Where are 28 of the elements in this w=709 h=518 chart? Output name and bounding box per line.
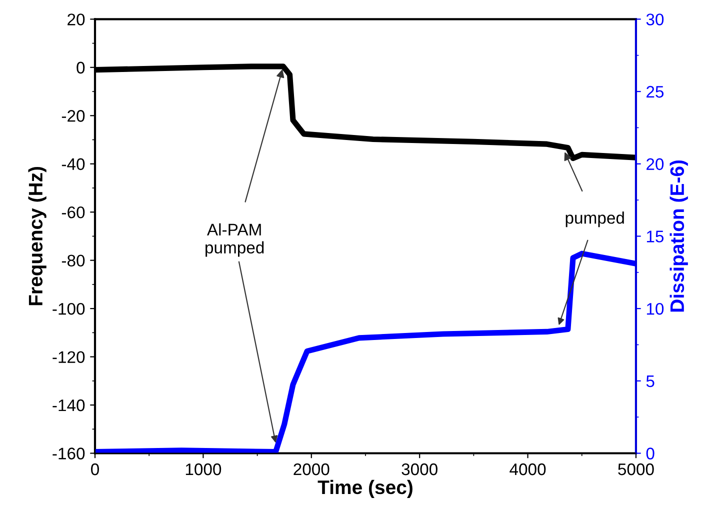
y-tick-label: -40 [62,158,85,170]
y-tick-label: -100 [52,302,85,315]
y-tick-label: -80 [62,254,85,267]
y2-tick-label: 5 [646,375,654,388]
x-tick-label: 0 [91,463,99,476]
y-tick-label: -140 [52,399,85,412]
y2-tick-label: 15 [646,230,664,242]
y2-axis-title: Dissipation (E-6) [670,160,688,312]
y-tick-label: -20 [62,110,85,122]
x-tick-label: 5000 [618,463,654,476]
y-tick-label: -120 [52,351,85,363]
y2-tick-label: 0 [646,448,654,460]
annotation: Al-PAM pumped [206,223,264,257]
y-tick-label: -160 [52,448,85,460]
y-tick-label: -60 [62,206,85,218]
y2-tick-label: 20 [646,158,664,170]
y-tick-label: 20 [68,14,85,26]
y2-tick-label: 30 [646,14,664,26]
x-tick-label: 1000 [186,463,222,476]
annotation: pumped [566,212,624,228]
y-tick-label: 0 [76,62,85,74]
x-axis-title: Time (sec) [318,480,412,498]
y2-tick-label: 25 [646,86,664,98]
x-tick-label: 3000 [402,463,438,476]
x-tick-label: 2000 [294,463,330,476]
y2-tick-label: 10 [646,302,664,315]
x-tick-label: 4000 [510,463,546,476]
y-axis-title: Frequency (Hz) [28,166,46,306]
